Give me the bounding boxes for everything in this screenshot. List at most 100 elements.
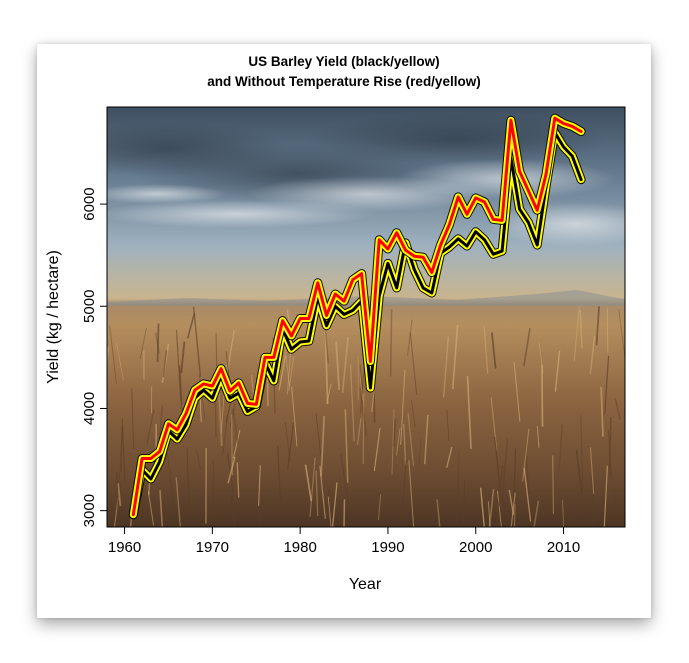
cloud [107,200,377,228]
wheat-stalk [319,465,326,519]
wheat-stalk [451,325,459,390]
wheat-stalk [146,409,155,445]
wheat-stalk [359,387,368,437]
wheat-stalk [604,355,610,415]
wheat-stalk [407,319,413,357]
axes: 1960 1970 1980 1990 2000 2010 3000 4000 5000 6000 [81,106,626,556]
wheat-stalk [608,429,612,479]
wheat-stalk [493,436,502,492]
wheat-stalk [613,489,618,517]
wheat-stalk [131,388,135,450]
wheat-stalk [359,373,364,401]
wheat-stalk [408,460,415,527]
wheat-stalk [508,489,515,516]
wheat-stalk [180,341,186,374]
wheat-stalk [331,482,338,527]
wheat-stalk [320,416,326,477]
wheat-stalk [407,413,415,467]
wheat-stalk [217,384,223,446]
wheat-stalk [580,415,584,495]
wheat-stalk [326,383,332,405]
wheat-stalk [304,464,313,502]
wheat-stalk [356,418,362,446]
wheat-stalk [533,500,540,527]
wheat-stalk [343,499,346,527]
wheat-stalk [446,409,450,441]
wheat-stalk [403,424,407,465]
y-tick-label: 5000 [81,290,98,323]
wheat-stalk [186,447,190,510]
wheat-stalk [501,438,509,503]
wheat-stalk [436,499,441,527]
wheat-stalk [418,438,422,465]
wheat-stalk [227,456,236,484]
wheat-stalk [410,399,416,428]
chart-title: US Barley Yield (black/yellow) [248,54,439,69]
wheat-stalk [166,453,175,503]
wheat-stalk [154,332,160,354]
wheat-stalk [491,332,497,369]
wheat-stalk [236,462,240,498]
wheat-stalk [513,361,521,422]
wheat-stalk [423,414,429,465]
wheat-stalk [116,342,124,381]
wheat-stalk [487,501,491,527]
wheat-stalk [510,492,516,527]
wheat-stalk [192,306,202,378]
wheat-stalk [230,495,236,527]
wheat-stalk [309,457,316,518]
wheat-stalk [362,393,365,465]
wheat-stalk [349,364,355,442]
wheat-stalk [291,386,298,447]
wheat-stalk [186,313,196,339]
wheat-stalk [483,326,489,374]
x-axis-label: Year [349,576,382,593]
wheat-stalk [156,323,160,362]
x-tick-label: 1980 [283,539,316,556]
wheat-stalk [538,342,544,373]
wheat-stalk [479,487,485,527]
line-chart: 1960 1970 1980 1990 2000 2010 3000 4000 5000 6000… [45,54,626,593]
wheat-stalk [589,447,595,495]
wheat-stalk [286,423,294,470]
wheat-stalk [523,467,532,522]
wheat-stalk [552,455,555,514]
wheat-stalk [497,490,502,527]
chart-subtitle: and Without Temperature Rise (red/yellow… [207,74,480,89]
wheat-stalk [341,337,349,394]
wheat-stalk [488,488,495,527]
wheat-stalk [315,470,319,517]
wheat-stalk [117,483,122,507]
wheat-stalk [335,341,341,390]
x-tick-label: 1990 [371,539,404,556]
wheat-stalk [119,426,124,473]
wheat-stalk [344,409,349,483]
wheat-stalk [278,355,287,391]
wheat-stalk [327,496,332,527]
y-axis-label: Yield (kg / hectare) [45,250,62,384]
wheat-stalk [446,446,453,468]
y-tick-label: 4000 [81,392,98,425]
wheat-stalk [116,472,120,527]
wheat-stalk [389,309,393,377]
wheat-field-background [107,107,625,527]
series-lines [128,113,586,520]
wheat-stalk [113,497,119,527]
y-tick-label: 6000 [81,187,98,220]
wheat-stalk [536,426,540,448]
wheat-stalk [562,499,564,527]
wheat-stalk [614,398,621,420]
wheat-stalk [324,330,329,405]
wheat-stalk [579,309,583,349]
wheat-stalk [258,495,263,527]
cloud [107,184,227,204]
wheat-stalk [558,423,563,469]
wheat-stalk [589,336,596,374]
wheat-stalk [147,491,155,526]
wheat-stalk [618,309,625,357]
wheat-stalk [600,386,604,437]
wheat-stalk [175,477,182,527]
wheat-stalk [523,328,531,367]
x-tick-label: 1970 [196,539,229,556]
chart-card: 1960 1970 1980 1990 2000 2010 3000 4000 5000 6000… [37,44,651,618]
